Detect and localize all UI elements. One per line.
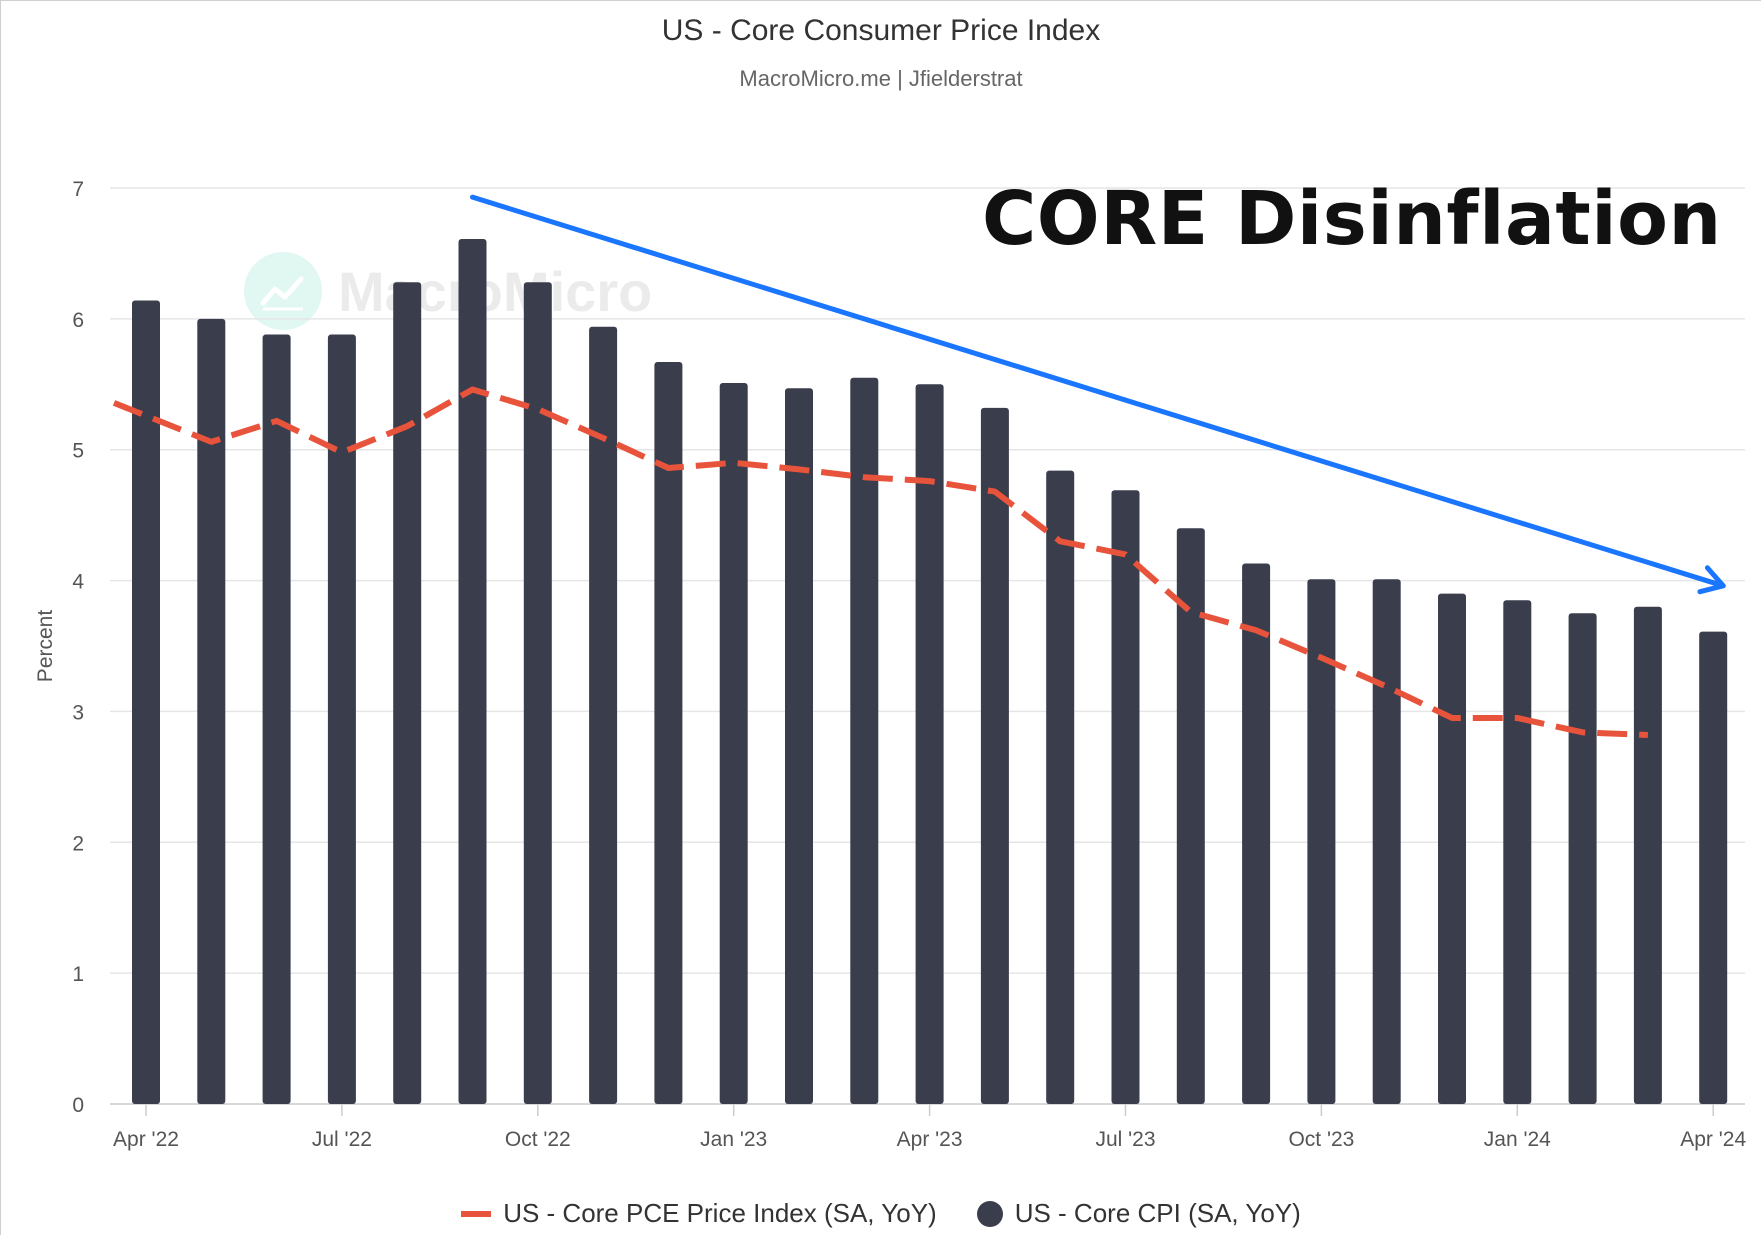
bar-core-cpi[interactable] (393, 282, 422, 1104)
bar-core-cpi[interactable] (785, 388, 813, 1104)
y-tick-label: 2 (72, 832, 84, 855)
legend: US - Core PCE Price Index (SA, YoY) US -… (0, 1198, 1762, 1229)
y-tick-label: 7 (72, 178, 84, 201)
annotation-text: CORE Disinflation (982, 176, 1722, 262)
bar-core-cpi[interactable] (1111, 490, 1140, 1104)
x-tick-label: Apr '23 (897, 1128, 963, 1151)
bar-core-cpi[interactable] (327, 334, 356, 1104)
bar-core-cpi[interactable] (1372, 579, 1401, 1104)
y-tick-label: 6 (72, 309, 84, 332)
bar-core-cpi[interactable] (1699, 631, 1728, 1104)
x-tick-label: Jul '22 (312, 1128, 372, 1151)
legend-label-pce: US - Core PCE Price Index (SA, YoY) (503, 1198, 937, 1228)
bar-core-cpi[interactable] (1438, 593, 1466, 1104)
bar-core-cpi[interactable] (523, 282, 552, 1104)
trend-arrow-line (470, 194, 1726, 589)
bar-core-cpi[interactable] (1307, 579, 1336, 1104)
bar-core-cpi[interactable] (915, 384, 944, 1104)
bar-core-cpi[interactable] (589, 326, 618, 1104)
y-tick-label: 5 (72, 440, 84, 463)
legend-label-cpi: US - Core CPI (SA, YoY) (1014, 1198, 1301, 1228)
bar-core-cpi[interactable] (1633, 606, 1662, 1104)
bar-core-cpi[interactable] (850, 377, 879, 1104)
line-core-pce[interactable] (112, 386, 1649, 738)
legend-line-swatch (461, 1210, 492, 1217)
legend-dot-swatch (976, 1200, 1003, 1227)
legend-item-pce[interactable]: US - Core PCE Price Index (SA, YoY) (461, 1198, 937, 1229)
bar-core-cpi[interactable] (1176, 528, 1205, 1104)
bar-core-cpi[interactable] (980, 407, 1009, 1105)
x-tick-label: Jan '23 (700, 1128, 767, 1151)
bar-core-cpi[interactable] (1503, 600, 1532, 1104)
watermark-text: MacroMicro (338, 259, 653, 323)
legend-item-cpi[interactable]: US - Core CPI (SA, YoY) (976, 1198, 1301, 1229)
bar-core-cpi[interactable] (458, 239, 487, 1104)
y-tick-label: 3 (72, 701, 84, 724)
y-tick-label: 0 (72, 1094, 84, 1117)
watermark: MacroMicro (244, 252, 652, 330)
bar-core-cpi[interactable] (654, 362, 683, 1104)
chart-title: US - Core Consumer Price Index (661, 14, 1101, 47)
x-tick-label: Jan '24 (1484, 1128, 1551, 1151)
bar-core-cpi[interactable] (1046, 470, 1075, 1104)
chart-trend-icon (244, 252, 322, 330)
y-tick-label: 1 (72, 963, 84, 986)
chart-subtitle: MacroMicro.me | Jfielderstrat (739, 66, 1023, 91)
x-tick-label: Apr '24 (1680, 1128, 1746, 1151)
y-tick-label: 4 (72, 571, 84, 594)
y-axis-label: Percent (34, 610, 57, 683)
x-tick-label: Apr '22 (113, 1128, 179, 1151)
bar-core-cpi[interactable] (1242, 563, 1271, 1104)
x-tick-label: Oct '23 (1288, 1128, 1354, 1151)
bar-core-cpi[interactable] (132, 300, 160, 1105)
x-tick-label: Jul '23 (1095, 1128, 1155, 1151)
x-tick-label: Oct '22 (505, 1128, 571, 1151)
trend-arrow-head (1697, 565, 1726, 595)
bar-core-cpi[interactable] (1568, 613, 1597, 1104)
bar-core-cpi[interactable] (719, 382, 748, 1104)
bar-core-cpi[interactable] (262, 334, 291, 1104)
bar-core-cpi[interactable] (197, 318, 226, 1104)
